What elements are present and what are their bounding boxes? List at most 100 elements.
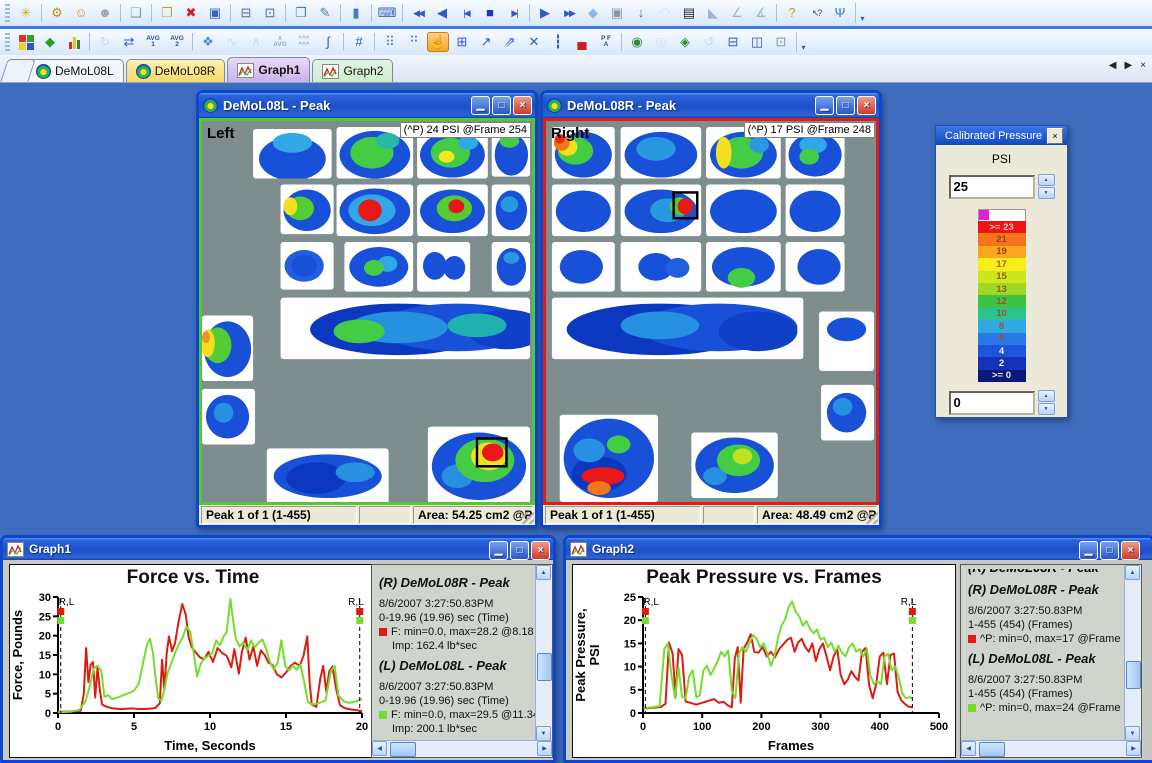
protractor-icon[interactable]: ◣: [702, 3, 724, 23]
hand-peak-icon[interactable]: ☝: [427, 32, 449, 52]
toolbar-grip[interactable]: [5, 33, 10, 51]
spin-down-icon[interactable]: ▼: [1038, 187, 1055, 199]
toolbar-overflow-chevron-icon[interactable]: ▾: [796, 32, 810, 52]
average-2-icon[interactable]: AVG2: [166, 32, 188, 52]
scroll-thumb[interactable]: [1126, 661, 1141, 689]
tab-graph1[interactable]: Graph1: [227, 57, 310, 82]
spin-up-icon[interactable]: ▲: [1038, 174, 1055, 186]
peak-average-icon[interactable]: ∧AVG: [269, 32, 291, 52]
integral-icon[interactable]: ∫: [317, 32, 339, 52]
drop-frames-icon[interactable]: ↓: [630, 3, 652, 23]
min-pressure-input[interactable]: [949, 391, 1035, 415]
video-camera-2-icon[interactable]: ◎: [650, 32, 672, 52]
panel-title-bar[interactable]: Calibrated Pressure ×: [936, 126, 1067, 145]
tile-burst-icon[interactable]: ✳: [15, 3, 37, 23]
horizontal-scrollbar[interactable]: ◀ ▶: [961, 740, 1141, 757]
copy-icon[interactable]: ❐: [290, 3, 312, 23]
horizontal-scrollbar[interactable]: ◀ ▶: [372, 740, 552, 757]
close-button[interactable]: ×: [1121, 541, 1140, 560]
angle-zero-icon[interactable]: ∠: [726, 3, 748, 23]
patient-icon[interactable]: ☺: [70, 3, 92, 23]
spin-down-icon[interactable]: ▼: [1038, 403, 1055, 415]
live-signal-icon[interactable]: Ψ: [829, 3, 851, 23]
spin-up-icon[interactable]: ▲: [1038, 390, 1055, 402]
maximize-button[interactable]: □: [492, 96, 511, 115]
pressure-map-left[interactable]: Left (^P) 24 PSI @Frame 254: [199, 118, 535, 505]
maximize-button[interactable]: □: [1100, 541, 1119, 560]
color-settings-icon[interactable]: [15, 32, 37, 52]
average-1-icon[interactable]: AVG1: [142, 32, 164, 52]
window-title-bar[interactable]: DeMoL08R - Peak ▁ □ ×: [543, 93, 879, 118]
fast-forward-icon[interactable]: ▶▶: [558, 3, 580, 23]
maximize-button[interactable]: □: [836, 96, 855, 115]
new-file-icon[interactable]: ❏: [125, 3, 147, 23]
tab-close-button[interactable]: ×: [1140, 60, 1146, 71]
sensor-grid-icon[interactable]: ⠿: [379, 32, 401, 52]
last-frame-icon[interactable]: ▶|: [503, 3, 525, 23]
rotate-icon[interactable]: ↻: [94, 32, 116, 52]
scroll-down-icon[interactable]: ▼: [1125, 726, 1140, 741]
minimize-button[interactable]: ▁: [815, 96, 834, 115]
tile-view-icon[interactable]: ⊞: [451, 32, 473, 52]
open-file-icon[interactable]: ❐: [156, 3, 178, 23]
context-help-icon[interactable]: ↖?: [805, 3, 827, 23]
stop-icon[interactable]: ■: [479, 3, 501, 23]
scroll-down-icon[interactable]: ▼: [536, 726, 551, 741]
window-title-bar[interactable]: Graph1 ▁ □ ×: [3, 538, 553, 560]
resize-grip[interactable]: [866, 512, 878, 524]
force-vs-time-chart[interactable]: Force vs. Time 05101520051015202530Time,…: [9, 564, 377, 758]
peak-curve-icon[interactable]: ∧: [245, 32, 267, 52]
scroll-thumb[interactable]: [390, 742, 416, 757]
video-camera-icon[interactable]: ◉: [626, 32, 648, 52]
tab-scroll-left-button[interactable]: ◀: [1109, 60, 1117, 71]
close-icon[interactable]: ×: [1047, 128, 1063, 144]
foot-outline-icon[interactable]: ⠛: [403, 32, 425, 52]
vertical-scrollbar[interactable]: ▲ ▼: [1124, 565, 1141, 741]
toolbar-grip[interactable]: [5, 4, 10, 22]
movie-marker-icon[interactable]: ◆: [582, 3, 604, 23]
close-button[interactable]: ×: [513, 96, 532, 115]
minimize-button[interactable]: ▁: [489, 541, 508, 560]
scroll-right-icon[interactable]: ▶: [537, 741, 552, 756]
panel-icon[interactable]: ▮: [345, 3, 367, 23]
column-tool-icon[interactable]: ┇: [547, 32, 569, 52]
window-title-bar[interactable]: DeMoL08L - Peak ▁ □ ×: [199, 93, 535, 118]
chart-canvas[interactable]: 05101520051015202530Time, SecondsForce, …: [10, 589, 376, 755]
help-icon[interactable]: ?: [781, 3, 803, 23]
sensor-balls-icon[interactable]: ⚙: [46, 3, 68, 23]
notebook-icon[interactable]: ▤: [678, 3, 700, 23]
window-title-bar[interactable]: Graph2 ▁ □ ×: [566, 538, 1152, 560]
print-preview-icon[interactable]: ⊡: [259, 3, 281, 23]
split-horizontal-icon[interactable]: ⊟: [722, 32, 744, 52]
scroll-thumb[interactable]: [537, 653, 552, 681]
max-pressure-input[interactable]: [949, 175, 1035, 199]
ascii-save-icon[interactable]: ⌨: [376, 3, 398, 23]
snapshot-icon[interactable]: ▣: [606, 3, 628, 23]
play-icon[interactable]: ▶: [534, 3, 556, 23]
movie-options-icon[interactable]: ◆: [39, 32, 61, 52]
step-back-icon[interactable]: ◀: [431, 3, 453, 23]
peak-pressure-vs-frames-chart[interactable]: Peak Pressure vs. Frames 010020030040050…: [572, 564, 956, 758]
peaks-curve-icon[interactable]: ◠: [654, 3, 676, 23]
multi-peaks-icon[interactable]: ^^^^^^: [293, 32, 315, 52]
tab-demol08l[interactable]: DeMoL08L: [26, 59, 124, 82]
maximize-button[interactable]: □: [510, 541, 529, 560]
zoom-extents-icon[interactable]: ⇗: [499, 32, 521, 52]
first-frame-icon[interactable]: |◀: [455, 3, 477, 23]
tab-scroll-right-button[interactable]: ▶: [1124, 60, 1132, 71]
comb-icon[interactable]: #: [348, 32, 370, 52]
scroll-up-icon[interactable]: ▲: [1125, 565, 1140, 580]
paf-icon[interactable]: P FA: [595, 32, 617, 52]
scroll-left-icon[interactable]: ◀: [961, 741, 976, 756]
camera-sync-icon[interactable]: ◈: [674, 32, 696, 52]
swirl-icon[interactable]: ∿: [221, 32, 243, 52]
scroll-right-icon[interactable]: ▶: [1126, 741, 1141, 756]
graph-bars-icon[interactable]: [63, 32, 85, 52]
split-vertical-icon[interactable]: ◫: [746, 32, 768, 52]
vertical-scrollbar[interactable]: ▲ ▼: [535, 565, 552, 741]
tab-demol08r[interactable]: DeMoL08R: [126, 59, 226, 82]
delete-file-icon[interactable]: ✖: [180, 3, 202, 23]
edit-notes-icon[interactable]: ✎: [314, 3, 336, 23]
minimize-button[interactable]: ▁: [1079, 541, 1098, 560]
movie-export-icon[interactable]: ▄: [571, 32, 593, 52]
